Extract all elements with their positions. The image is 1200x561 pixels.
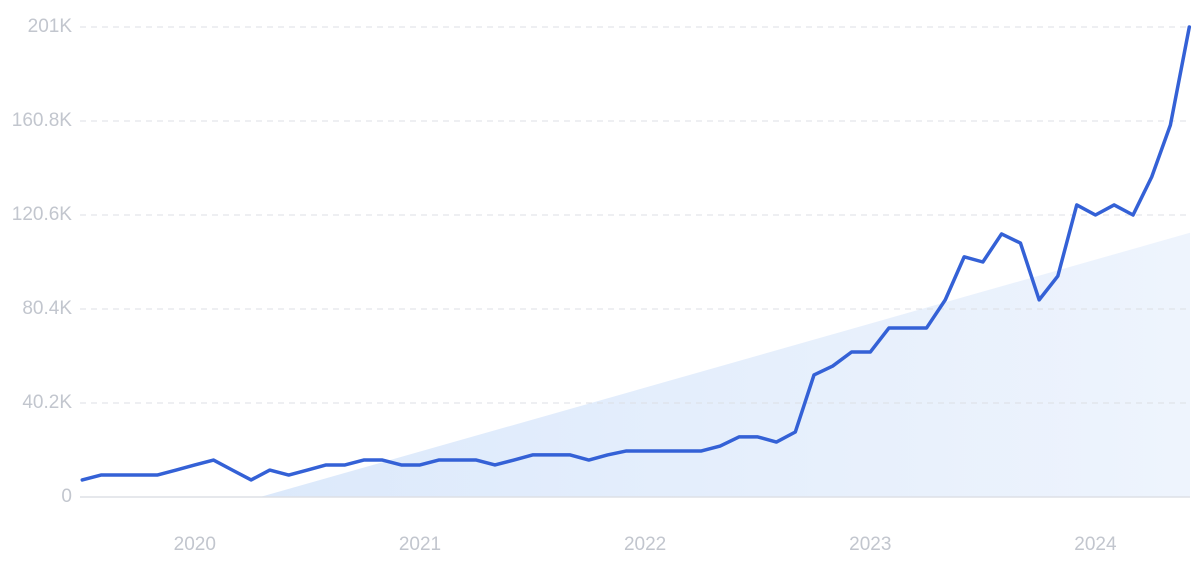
y-tick-label: 0 [61,486,72,507]
x-tick-label: 2021 [399,534,441,555]
line [80,25,1192,482]
y-tick-label: 80.4K [22,298,72,319]
y-tick-label: 120.6K [12,204,73,225]
x-tick-label: 2022 [624,534,666,555]
y-tick-label: 201K [28,16,73,37]
trend-area [260,232,1190,497]
x-tick-label: 2024 [1074,534,1117,555]
y-tick-label: 160.8K [12,110,73,131]
y-tick-label: 40.2K [22,392,72,413]
x-tick-label: 2020 [174,534,216,555]
x-tick-label: 2023 [849,534,891,555]
